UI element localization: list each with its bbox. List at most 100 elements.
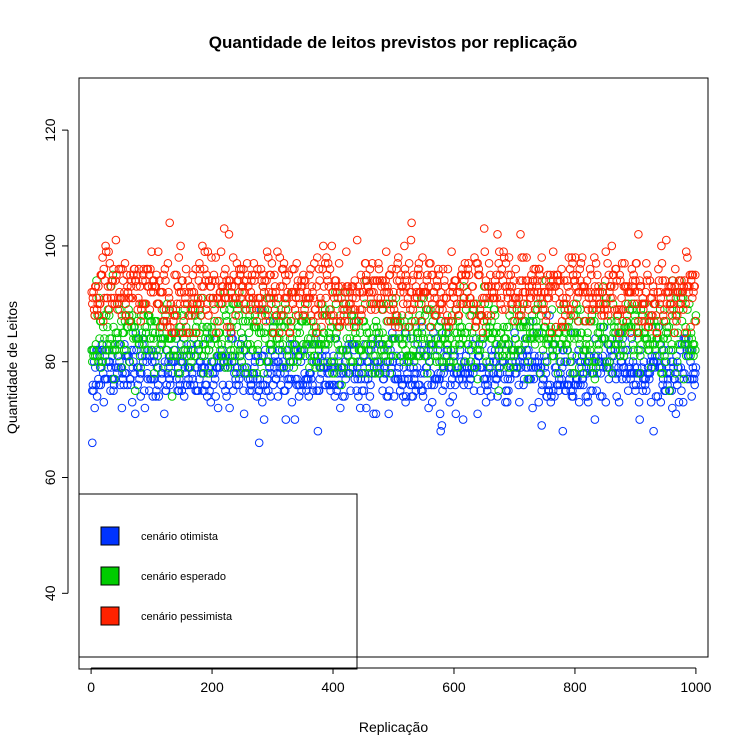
data-point (635, 369, 645, 378)
data-point (303, 334, 313, 343)
data-point (596, 369, 606, 378)
data-point (277, 322, 286, 332)
data-point (391, 322, 400, 332)
data-point (438, 363, 448, 372)
data-point (161, 386, 171, 396)
data-point (667, 386, 677, 396)
data-point (463, 264, 473, 274)
data-point (173, 351, 182, 361)
data-point (584, 357, 594, 367)
data-point (476, 386, 485, 396)
data-point (446, 316, 456, 326)
data-point (672, 380, 682, 390)
data-point (219, 224, 229, 233)
data-point (387, 264, 397, 274)
data-point (443, 264, 453, 274)
data-point (395, 357, 404, 367)
data-point (605, 357, 614, 367)
data-point (195, 259, 204, 268)
data-point (608, 293, 617, 303)
data-point (691, 311, 701, 320)
data-point (186, 380, 195, 390)
data-point (537, 421, 547, 430)
data-point (556, 276, 565, 285)
data-point (628, 340, 638, 349)
data-point (662, 299, 672, 309)
data-points (87, 218, 701, 448)
data-point (256, 264, 266, 274)
data-point (222, 322, 232, 332)
data-point (438, 386, 447, 396)
data-point (662, 369, 672, 378)
data-point (273, 392, 283, 401)
data-point (627, 264, 637, 274)
data-point (582, 334, 592, 343)
data-point (275, 253, 285, 262)
data-point (163, 322, 172, 332)
data-point (473, 409, 482, 419)
data-point (88, 438, 97, 448)
data-point (169, 316, 178, 326)
data-point (519, 374, 529, 384)
data-point (99, 397, 109, 407)
data-point (177, 357, 187, 367)
data-point (216, 287, 225, 297)
data-point (98, 253, 107, 262)
data-point (291, 311, 301, 320)
data-point (500, 374, 510, 384)
data-point (269, 357, 279, 367)
data-point (591, 357, 600, 367)
data-point (505, 374, 515, 384)
data-point (375, 363, 384, 372)
data-point (205, 369, 214, 378)
data-point (143, 264, 153, 274)
data-point (259, 369, 268, 378)
data-point (261, 386, 271, 396)
data-point (628, 305, 637, 314)
data-point (334, 282, 343, 291)
data-point (214, 299, 223, 309)
data-point (447, 247, 456, 256)
data-point (365, 392, 375, 401)
data-point (184, 311, 193, 320)
data-point (338, 392, 348, 401)
data-point (467, 345, 476, 355)
data-point (680, 328, 690, 338)
data-point (383, 392, 393, 401)
data-point (366, 340, 376, 349)
data-point (199, 264, 209, 274)
data-point (585, 345, 595, 355)
data-point (401, 392, 411, 401)
data-point (168, 305, 177, 314)
data-point (504, 386, 513, 396)
data-point (268, 328, 278, 338)
data-point (670, 374, 680, 384)
data-point (659, 316, 669, 326)
legend-label: cenário otimista (141, 531, 219, 543)
data-point (164, 363, 173, 372)
data-point (121, 345, 131, 355)
data-point (104, 311, 114, 320)
data-point (207, 357, 217, 367)
data-point (265, 363, 274, 372)
data-point (239, 409, 249, 419)
data-point (340, 316, 350, 326)
data-point (152, 345, 161, 355)
data-point (224, 340, 233, 349)
data-point (313, 357, 323, 367)
data-point (445, 334, 455, 343)
data-point (346, 305, 356, 314)
data-point (103, 293, 112, 303)
data-point (329, 351, 338, 361)
data-point (127, 397, 137, 407)
data-point (92, 276, 101, 285)
data-point (326, 334, 335, 343)
data-point (531, 264, 540, 274)
data-point (573, 380, 583, 390)
data-point (598, 322, 608, 332)
data-point (193, 299, 202, 309)
data-point (557, 340, 566, 349)
data-point (681, 322, 690, 332)
data-point (628, 357, 638, 367)
data-point (274, 328, 284, 338)
